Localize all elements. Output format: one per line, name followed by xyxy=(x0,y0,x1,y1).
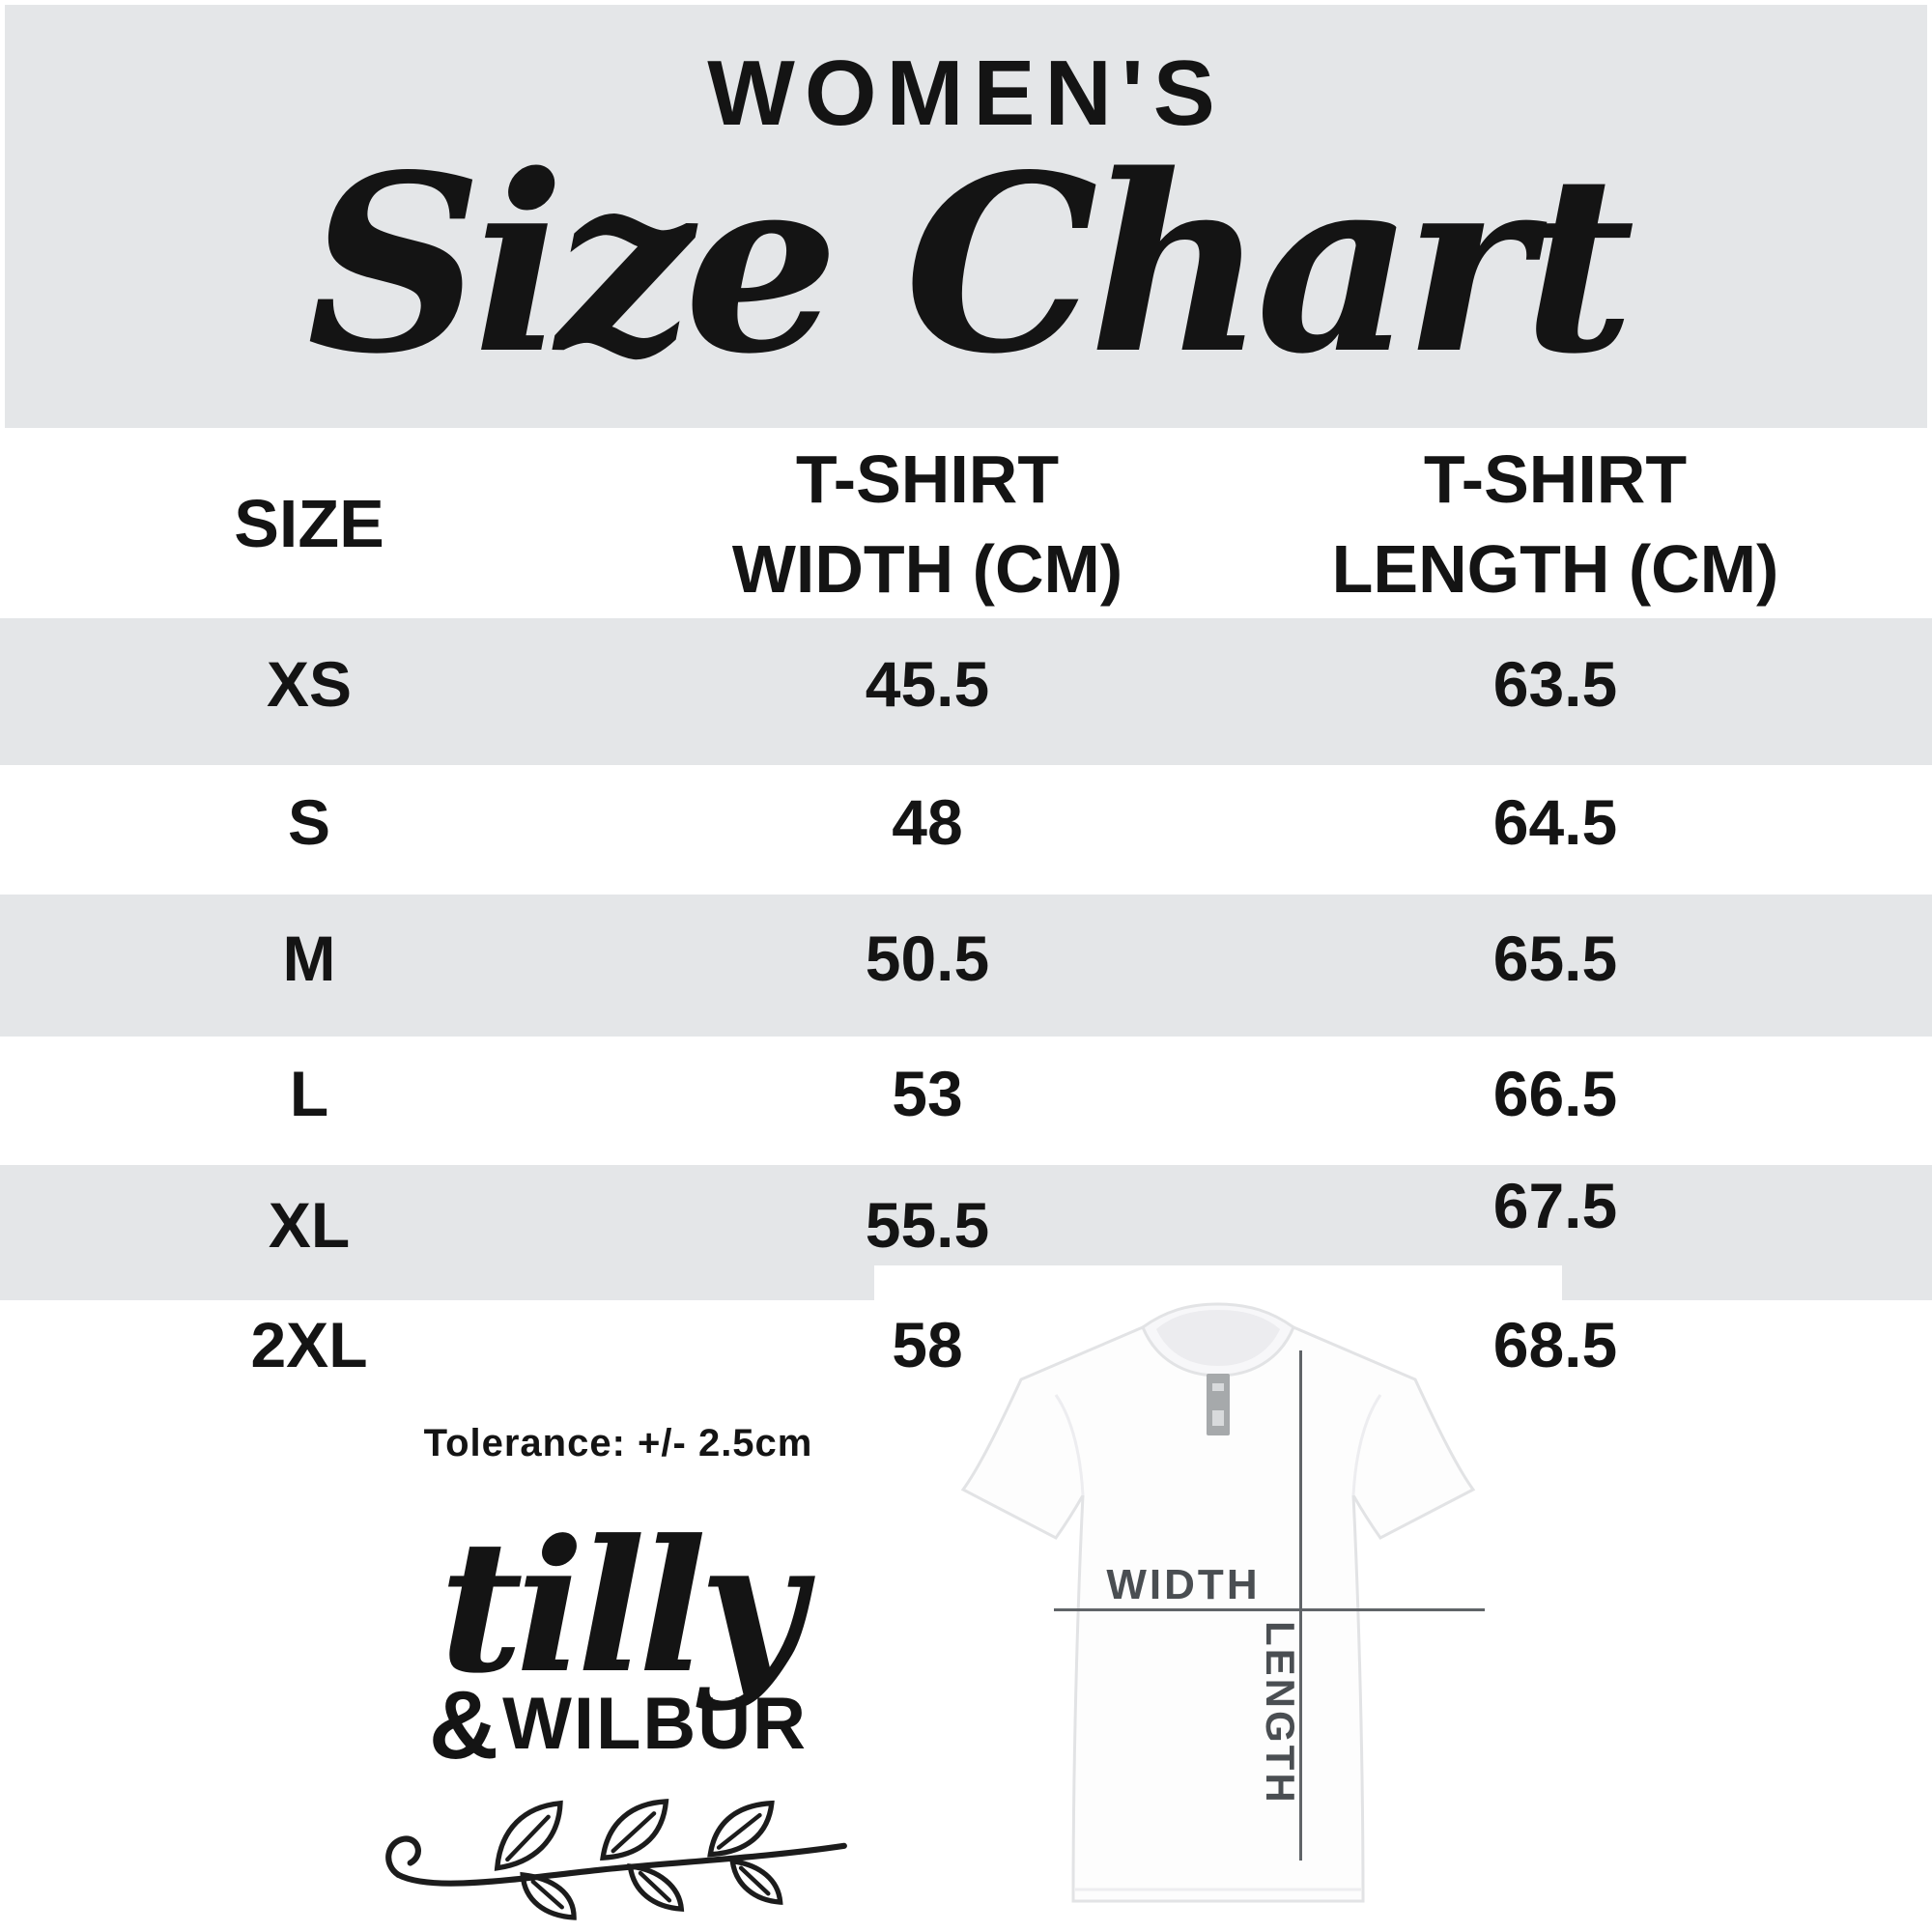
width-cell: 45.5 xyxy=(865,648,990,720)
column-header-size: SIZE xyxy=(0,430,618,618)
width-cell: 55.5 xyxy=(865,1189,990,1261)
size-cell: M xyxy=(282,922,336,994)
length-cell: 68.5 xyxy=(1492,1309,1618,1380)
table-header: SIZE T-SHIRT WIDTH (CM) T-SHIRT LENGTH (… xyxy=(0,430,1932,618)
row-band-m xyxy=(0,895,1932,1037)
header: WOMEN'S Size Chart xyxy=(5,5,1927,428)
page-title: Size Chart xyxy=(306,122,1634,408)
size-cell: S xyxy=(287,786,331,858)
column-header-size-label: SIZE xyxy=(234,486,384,562)
table-row: XL 55.5 67.5 xyxy=(0,1165,1932,1300)
width-cell: 53 xyxy=(892,1057,963,1129)
width-cell: 58 xyxy=(892,1309,963,1380)
table-row: S 48 64.5 xyxy=(0,765,1932,895)
width-cell: 50.5 xyxy=(865,922,990,994)
tolerance-note: Tolerance: +/- 2.5cm xyxy=(423,1422,813,1464)
width-label: WIDTH xyxy=(1106,1561,1261,1608)
table-row: 2XL 58 68.5 xyxy=(0,1294,1932,1410)
width-measure-line xyxy=(1054,1608,1485,1611)
tshirt-diagram: WIDTH LENGTH xyxy=(874,1265,1562,1932)
table-row: XS 45.5 63.5 xyxy=(0,618,1932,765)
length-cell: 67.5 xyxy=(1492,1170,1618,1241)
width-cell: 48 xyxy=(892,786,963,858)
length-cell: 65.5 xyxy=(1492,922,1618,994)
laurel-branch-icon xyxy=(385,1799,847,1921)
header-category: WOMEN'S xyxy=(707,42,1225,145)
size-cell: 2XL xyxy=(250,1309,368,1380)
table-row: M 50.5 65.5 xyxy=(0,895,1932,1037)
length-measure-line xyxy=(1299,1350,1302,1861)
column-header-length: T-SHIRT LENGTH (CM) xyxy=(1331,441,1779,607)
size-cell: XS xyxy=(266,648,353,720)
tshirt-image xyxy=(960,1302,1476,1903)
size-cell: XL xyxy=(268,1189,351,1261)
ampersand: & xyxy=(428,1671,501,1780)
table-row: L 53 66.5 xyxy=(0,1037,1932,1165)
row-band-xs xyxy=(0,618,1932,765)
length-label: LENGTH xyxy=(1258,1621,1303,1805)
neck-tag xyxy=(1207,1374,1230,1435)
column-header-width: T-SHIRT WIDTH (CM) xyxy=(731,441,1123,607)
brand-name-caps: &WILBUR xyxy=(428,1671,809,1780)
brand-name-script: tilly xyxy=(439,1500,805,1714)
brand-logo: tilly &WILBUR xyxy=(324,1512,913,1929)
size-cell: L xyxy=(289,1057,329,1129)
length-cell: 64.5 xyxy=(1492,786,1618,858)
length-cell: 63.5 xyxy=(1492,648,1618,720)
length-cell: 66.5 xyxy=(1492,1057,1618,1129)
